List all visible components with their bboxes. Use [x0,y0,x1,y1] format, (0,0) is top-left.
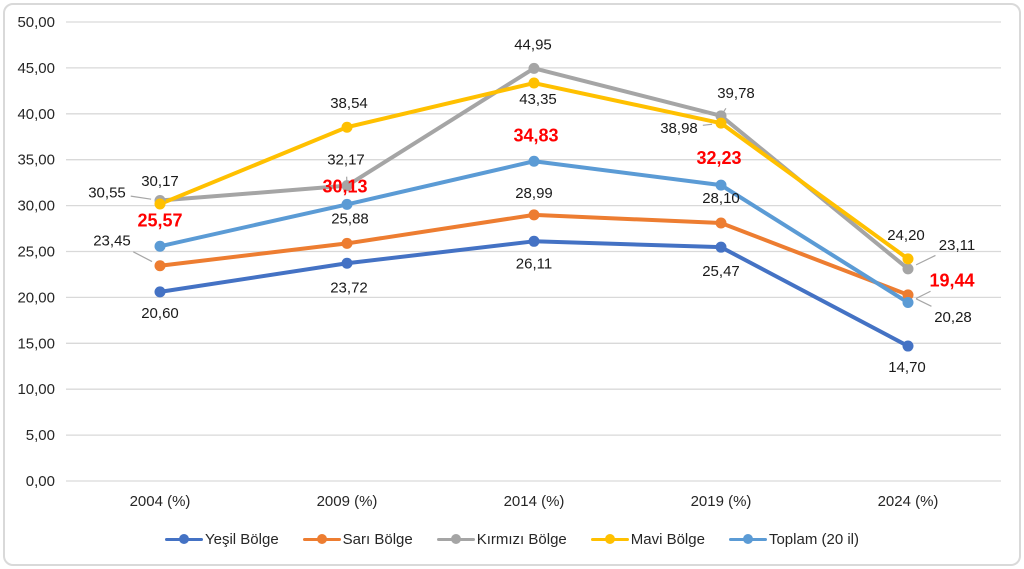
chart-legend: Yeşil Bölge Sarı Bölge Kırmızı Bölge Mavi B… [0,527,1024,551]
data-label-kirmizi-bolge: 32,17 [327,152,365,169]
data-point-toplam-20-il [715,179,727,191]
y-axis-tick-label: 40,00 [17,106,55,123]
data-label-leader-line [133,251,153,263]
data-label-leader-line [915,254,936,266]
legend-dot-icon [742,534,753,544]
data-point-yesil-bolge [528,235,540,247]
data-label-kirmizi-bolge: 39,78 [717,85,755,102]
data-point-toplam-20-il [528,155,540,167]
y-axis-tick-label: 0,00 [26,473,55,490]
y-axis-tick-label: 25,00 [17,244,55,261]
legend-marker-icon [590,533,629,545]
data-label-mavi-bolge: 38,98 [660,120,698,137]
data-label-yesil-bolge: 14,70 [888,359,926,376]
legend-label: Mavi Bölge [630,530,705,548]
data-point-mavi-bolge [902,253,914,265]
data-label-sari-bolge: 23,45 [93,233,131,250]
data-label-yesil-bolge: 25,47 [702,263,740,280]
data-label-mavi-bolge: 24,20 [887,227,925,244]
data-label-toplam-20-il: 34,83 [513,125,558,145]
data-label-yesil-bolge: 23,72 [330,279,368,296]
data-label-toplam-20-il: 19,44 [929,271,974,291]
y-axis-tick-label: 35,00 [17,152,55,169]
legend-marker-icon [436,533,475,545]
y-axis-tick-label: 30,00 [17,198,55,215]
legend-dot-icon [179,534,189,544]
data-label-mavi-bolge: 30,17 [141,173,179,190]
data-point-sari-bolge [902,289,914,301]
data-label-mavi-bolge: 43,35 [519,91,557,108]
legend-label: Sarı Bölge [342,530,413,548]
data-label-kirmizi-bolge: 30,55 [88,185,126,202]
y-axis-tick-label: 5,00 [26,427,55,444]
x-axis-category-label: 2014 (%) [504,493,565,510]
data-label-leader-line [915,290,931,300]
data-point-yesil-bolge [341,257,353,269]
legend-marker-icon [302,533,341,545]
data-label-toplam-20-il: 30,13 [322,176,367,196]
series-line-toplam-20-il [158,159,910,305]
data-point-toplam-20-il [341,198,353,210]
legend-item-toplam-20-il: Toplam (20 il) [728,530,859,548]
data-label-yesil-bolge: 26,11 [516,255,552,272]
legend-dot-icon [450,534,461,544]
legend-dot-icon [316,534,327,544]
data-label-leader-line [702,123,713,126]
y-axis-tick-label: 20,00 [17,289,55,306]
legend-dot-icon [604,534,615,544]
data-point-sari-bolge [341,237,353,249]
data-label-kirmizi-bolge: 23,11 [939,237,975,254]
legend-item-sari-bolge: Sarı Bölge [302,530,413,548]
data-point-sari-bolge [715,217,727,229]
data-label-sari-bolge: 25,88 [331,210,369,227]
data-point-kirmizi-bolge [902,263,914,275]
data-point-yesil-bolge [154,286,166,298]
data-label-toplam-20-il: 25,57 [137,210,182,230]
y-axis-tick-label: 15,00 [17,335,55,352]
data-label-leader-line [130,195,152,200]
data-label-sari-bolge: 20,28 [934,309,972,326]
data-point-yesil-bolge [715,241,727,253]
data-point-sari-bolge [528,209,540,221]
data-point-mavi-bolge [715,117,727,129]
data-label-sari-bolge: 28,10 [702,190,740,207]
data-point-kirmizi-bolge [341,180,353,192]
legend-label: Kırmızı Bölge [476,530,567,548]
data-point-mavi-bolge [341,121,353,133]
data-point-toplam-20-il [154,240,166,252]
legend-label: Yeşil Bölge [205,530,279,548]
data-point-kirmizi-bolge [528,62,540,74]
data-point-toplam-20-il [902,297,914,309]
x-axis-category-label: 2004 (%) [130,493,191,510]
data-label-yesil-bolge: 20,60 [141,305,179,322]
data-point-yesil-bolge [902,340,914,352]
y-axis-tick-label: 10,00 [17,381,55,398]
data-point-mavi-bolge [528,77,540,89]
y-axis-tick-label: 50,00 [17,14,55,31]
x-axis-category-label: 2024 (%) [878,493,939,510]
x-axis-category-label: 2019 (%) [691,493,752,510]
data-point-mavi-bolge [154,198,166,210]
legend-item-yesil-bolge: Yeşil Bölge [165,531,279,548]
data-label-sari-bolge: 28,99 [515,185,553,202]
data-label-toplam-20-il: 32,23 [696,148,741,168]
legend-item-mavi-bolge: Mavi Bölge [590,530,705,548]
data-label-kirmizi-bolge: 44,95 [514,36,552,53]
data-point-sari-bolge [154,260,166,272]
x-axis-category-label: 2009 (%) [317,493,378,510]
legend-item-kirmizi-bolge: Kırmızı Bölge [436,530,567,548]
y-axis-tick-label: 45,00 [17,60,55,77]
data-label-leader-line [915,298,932,307]
legend-marker-icon [165,533,203,545]
data-label-mavi-bolge: 38,54 [330,95,368,112]
legend-marker-icon [728,533,767,545]
legend-label: Toplam (20 il) [768,530,859,548]
